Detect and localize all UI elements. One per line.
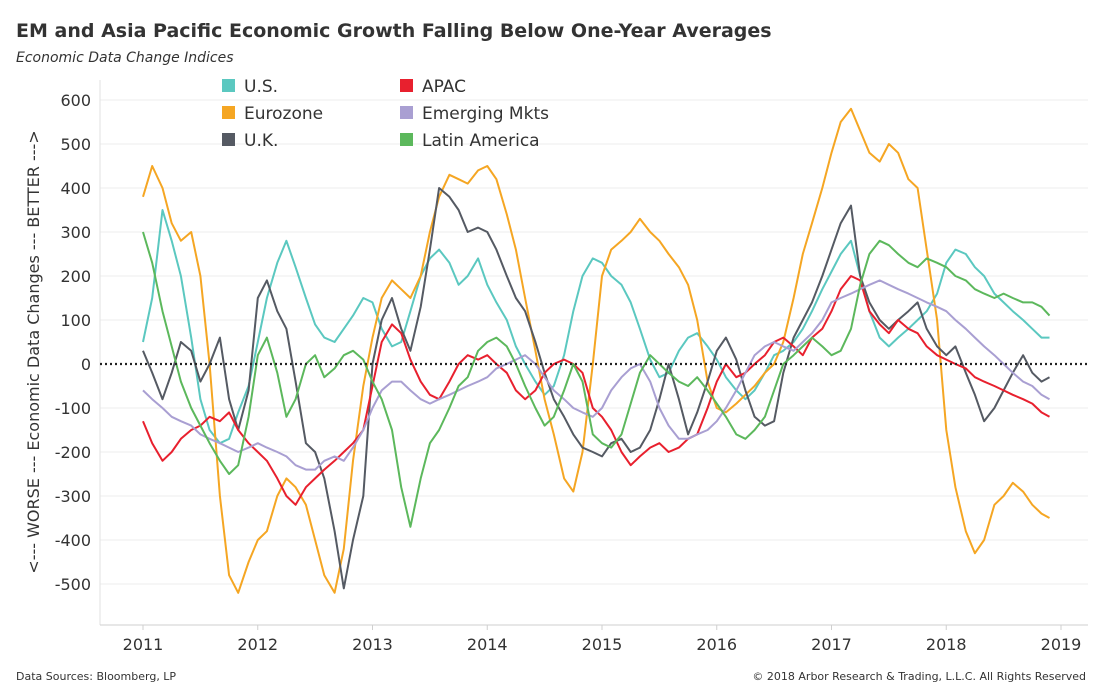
copyright-note: © 2018 Arbor Research & Trading, L.L.C. … [752, 670, 1086, 683]
x-tick-label: 2014 [467, 635, 508, 654]
series-line-latin-america [142, 231, 1051, 528]
legend-swatch-apac [400, 79, 413, 92]
axis-layer: 600 500 400 300 200 100 0 -100 -200 -300 -400 -500 2… [55, 80, 1088, 654]
y-tick-label: 400 [60, 179, 91, 198]
x-tick-label: 2017 [811, 635, 852, 654]
chart-subtitle: Economic Data Change Indices [16, 50, 234, 66]
y-tick-label: -300 [55, 487, 91, 506]
grid-layer [100, 99, 1088, 585]
legend-swatch-u-k [222, 133, 235, 146]
y-tick-label: 600 [60, 91, 91, 110]
y-tick-label: 200 [60, 267, 91, 286]
series-line-u-k [142, 187, 1050, 590]
y-tick-label: 500 [60, 135, 91, 154]
y-tick-label: -100 [55, 399, 91, 418]
chart-title: EM and Asia Pacific Economic Growth Fall… [16, 20, 772, 42]
legend-swatch-emerging-mkts [400, 106, 413, 119]
x-tick-label: 2016 [696, 635, 737, 654]
series-line-emerging-mkts [142, 279, 1050, 471]
y-axis-label: <--- WORSE --- Economic Data Changes ---… [24, 130, 43, 573]
x-tick-label: 2013 [352, 635, 393, 654]
legend-label-u-k: U.K. [244, 131, 278, 151]
legend: U.S. Eurozone U.K. APAC Emerging Mkts Latin A… [222, 77, 549, 151]
series-line-apac [142, 275, 1050, 506]
x-tick-label: 2019 [1041, 635, 1082, 654]
series-layer [100, 107, 1088, 594]
x-tick-label: 2015 [582, 635, 623, 654]
legend-label-emerging-mkts: Emerging Mkts [422, 104, 549, 124]
data-source-note: Data Sources: Bloomberg, LP [16, 670, 177, 683]
y-tick-label: 100 [60, 311, 91, 330]
y-tick-label: -200 [55, 443, 91, 462]
legend-label-latin-america: Latin America [422, 131, 540, 151]
y-tick-label: -500 [55, 575, 91, 594]
x-tick-label: 2011 [123, 635, 164, 654]
legend-swatch-latin-america [400, 133, 413, 146]
legend-label-eurozone: Eurozone [244, 104, 323, 124]
legend-swatch-u-s [222, 79, 235, 92]
y-tick-label: 0 [81, 355, 91, 374]
x-tick-label: 2012 [237, 635, 278, 654]
legend-swatch-eurozone [222, 106, 235, 119]
x-tick-label: 2018 [926, 635, 967, 654]
y-tick-label: -400 [55, 531, 91, 550]
series-line-eurozone [142, 107, 1050, 594]
legend-label-apac: APAC [422, 77, 466, 97]
legend-label-u-s: U.S. [244, 77, 278, 97]
y-tick-label: 300 [60, 223, 91, 242]
series-line-u-s [142, 209, 1050, 445]
